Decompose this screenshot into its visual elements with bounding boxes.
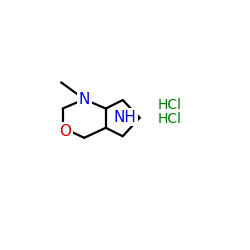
Text: HCl: HCl <box>158 112 182 126</box>
Text: NH: NH <box>114 110 136 124</box>
Text: N: N <box>78 92 90 107</box>
Text: O: O <box>59 124 71 139</box>
Text: HCl: HCl <box>158 98 182 112</box>
